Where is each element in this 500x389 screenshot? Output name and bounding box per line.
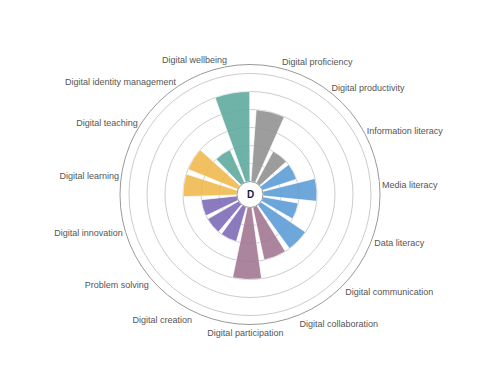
svg-text:Digital wellbeing: Digital wellbeing bbox=[162, 55, 227, 65]
svg-text:Data literacy: Data literacy bbox=[374, 238, 425, 248]
svg-text:Digital communication: Digital communication bbox=[345, 287, 433, 297]
svg-text:Digital participation: Digital participation bbox=[207, 328, 283, 338]
svg-text:Digital creation: Digital creation bbox=[132, 315, 192, 325]
svg-text:Digital learning: Digital learning bbox=[59, 171, 119, 181]
svg-text:Digital proficiency: Digital proficiency bbox=[282, 57, 353, 67]
svg-text:Digital productivity: Digital productivity bbox=[331, 83, 405, 93]
svg-text:Media literacy: Media literacy bbox=[382, 180, 438, 190]
svg-text:Digital collaboration: Digital collaboration bbox=[300, 319, 379, 329]
svg-text:D: D bbox=[247, 189, 254, 200]
svg-text:Digital identity management: Digital identity management bbox=[65, 77, 177, 87]
svg-text:Problem solving: Problem solving bbox=[85, 280, 149, 290]
svg-text:Digital teaching: Digital teaching bbox=[76, 118, 138, 128]
svg-text:Information literacy: Information literacy bbox=[367, 126, 444, 136]
svg-text:Digital innovation: Digital innovation bbox=[54, 228, 123, 238]
